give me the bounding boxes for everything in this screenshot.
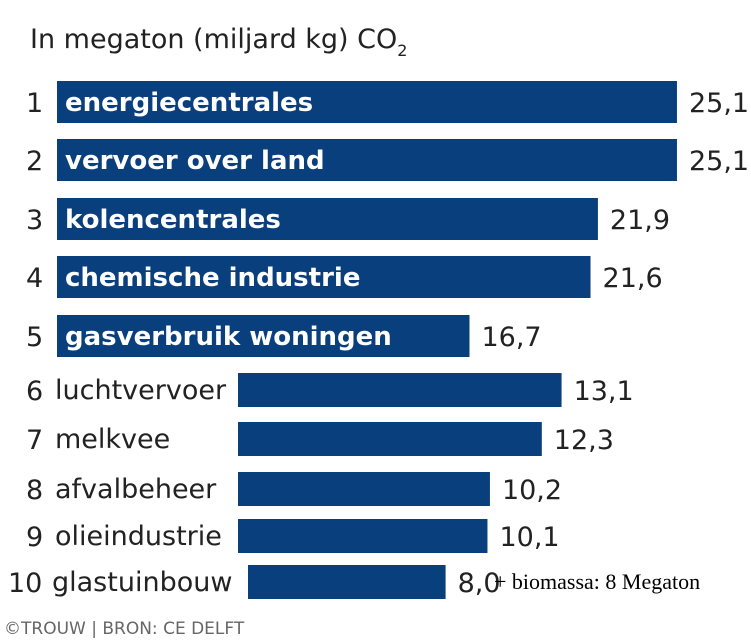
bar — [57, 315, 470, 357]
bar — [238, 519, 488, 553]
bar-category-label: luchtvervoer — [55, 375, 227, 406]
rank-label: 7 — [26, 425, 43, 456]
chart-title-subscript: 2 — [397, 41, 407, 60]
chart-title: In megaton (miljard kg) CO2 — [30, 24, 407, 60]
bars-group: 1 energiecentrales 25,1 2 vervoer over land 2… — [8, 81, 749, 599]
bar — [57, 256, 591, 298]
bar-category-label: gasverbruik woningen — [65, 322, 392, 352]
rank-label: 8 — [26, 475, 43, 506]
bar — [57, 198, 598, 240]
bar-category-label: vervoer over land — [65, 146, 325, 176]
rank-label: 1 — [26, 88, 43, 119]
bar-category-label: kolencentrales — [65, 205, 281, 235]
bar-category-label: chemische industrie — [65, 263, 360, 293]
bar-value-label: 21,9 — [610, 205, 670, 236]
bar-value-label: 8,0 — [458, 568, 501, 599]
rank-label: 3 — [26, 205, 43, 236]
rank-label: 10 — [8, 568, 42, 599]
biomassa-annotation: + biomassa: 8 Megaton — [494, 569, 700, 594]
bar-category-label: energiecentrales — [65, 88, 313, 118]
bar-value-label: 21,6 — [603, 263, 663, 294]
rank-label: 5 — [26, 322, 43, 353]
bar — [238, 472, 490, 506]
bar — [57, 81, 677, 123]
bar-value-label: 10,1 — [499, 522, 559, 553]
bar-value-label: 16,7 — [481, 322, 541, 353]
bar-category-label: melkvee — [55, 424, 170, 455]
source-credit: ©TROUW | BRON: CE DELFT — [4, 619, 245, 639]
bar-category-label: afvalbeheer — [55, 474, 217, 505]
bar-value-label: 13,1 — [574, 376, 634, 407]
bar — [238, 373, 562, 407]
bar-value-label: 12,3 — [554, 425, 614, 456]
bar-category-label: glastuinbouw — [52, 567, 232, 598]
rank-label: 9 — [26, 522, 43, 553]
bar-value-label: 10,2 — [502, 475, 562, 506]
bar — [57, 139, 677, 181]
bar — [248, 565, 446, 599]
bar-value-label: 25,1 — [689, 146, 749, 177]
chart-title-main: In megaton (miljard kg) CO — [30, 24, 397, 55]
rank-label: 6 — [26, 376, 43, 407]
bar-category-label: olieindustrie — [55, 521, 222, 552]
rank-label: 2 — [26, 146, 43, 177]
bar-value-label: 25,1 — [689, 88, 749, 119]
bar — [238, 422, 542, 456]
rank-label: 4 — [26, 263, 43, 294]
